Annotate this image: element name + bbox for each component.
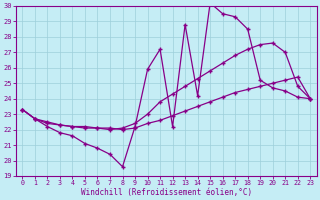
X-axis label: Windchill (Refroidissement éolien,°C): Windchill (Refroidissement éolien,°C) <box>81 188 252 197</box>
